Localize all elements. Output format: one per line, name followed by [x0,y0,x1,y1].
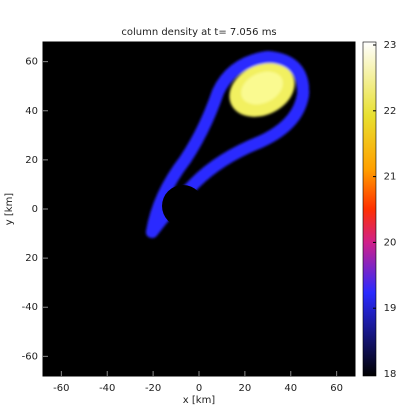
y-axis-label: y [km] [4,193,15,226]
chart-title: column density at t= 7.056 ms [121,27,276,38]
x-axis-label: x [km] [183,395,216,406]
y-tick-label: 20 [25,155,38,166]
colorbar-tick-label: 20 [384,237,397,248]
occluder [162,185,204,227]
y-tick-label: 40 [25,106,38,117]
y-tick-label: 60 [25,57,38,68]
x-tick-label: -40 [99,383,115,394]
colorbar [362,41,377,377]
y-tick-label: -60 [22,351,38,362]
colorbar-tick-label: 22 [384,106,397,117]
x-tick-label: 20 [239,383,252,394]
y-tick-label: 20 [25,253,38,264]
y-tick-label: 0 [32,204,38,215]
x-tick-label: 60 [330,383,343,394]
x-tick-label: 0 [196,383,202,394]
colorbar-tick-label: 19 [384,303,397,314]
density-plume [146,51,303,238]
y-tick-label: -40 [22,302,38,313]
x-tick-label: 40 [284,383,297,394]
x-tick-label: -20 [145,383,161,394]
colorbar-tick-label: 21 [384,172,397,183]
colorbar-tick-label: 23 [384,40,397,51]
colorbar-tick-label: 18 [384,369,397,380]
x-tick-label: -60 [53,383,69,394]
